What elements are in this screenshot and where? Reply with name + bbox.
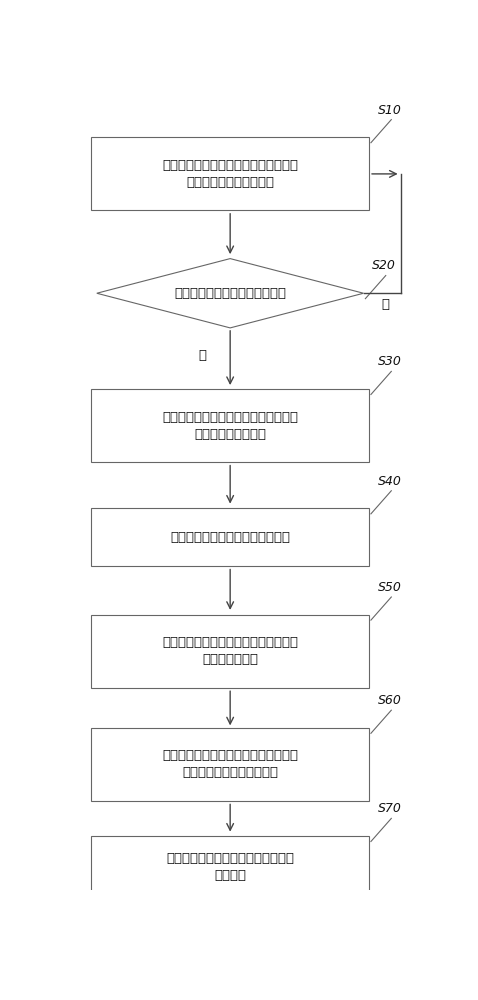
Bar bbox=[91, 389, 369, 462]
Bar bbox=[91, 508, 369, 566]
Text: S60: S60 bbox=[378, 694, 402, 707]
Text: S20: S20 bbox=[372, 259, 396, 272]
Text: 否: 否 bbox=[382, 298, 390, 311]
Text: 机器人手臂根据三维信息对目标物体
进行抓取: 机器人手臂根据三维信息对目标物体 进行抓取 bbox=[166, 852, 294, 882]
Text: 将所述编码进行解码，并通过映射矩阵
计算出目标物体的三维信息: 将所述编码进行解码，并通过映射矩阵 计算出目标物体的三维信息 bbox=[162, 749, 298, 779]
Polygon shape bbox=[97, 259, 363, 328]
Text: 判断目标物体是否进入投影区域: 判断目标物体是否进入投影区域 bbox=[174, 287, 286, 300]
Text: 所述投影仪在目标物体上投射出带有彩
色条纹编码的结构光: 所述投影仪在目标物体上投射出带有彩 色条纹编码的结构光 bbox=[162, 411, 298, 441]
Text: S40: S40 bbox=[378, 475, 402, 488]
Text: S70: S70 bbox=[378, 802, 402, 815]
Bar bbox=[91, 137, 369, 210]
Bar bbox=[91, 836, 369, 898]
Bar bbox=[91, 615, 369, 688]
Text: 获取带有结构光栅的目标物体图片: 获取带有结构光栅的目标物体图片 bbox=[170, 531, 290, 544]
Text: 将目标物体图片进行处理，提取图像中
的彩色条纹编码: 将目标物体图片进行处理，提取图像中 的彩色条纹编码 bbox=[162, 636, 298, 666]
Text: 是: 是 bbox=[198, 349, 206, 362]
Text: S30: S30 bbox=[378, 355, 402, 368]
Text: S10: S10 bbox=[378, 104, 402, 117]
Text: S50: S50 bbox=[378, 581, 402, 594]
Bar bbox=[91, 728, 369, 801]
Text: 当目标物体开始运动后，启动所述第一
拍摄装置和第二拍摄装置: 当目标物体开始运动后，启动所述第一 拍摄装置和第二拍摄装置 bbox=[162, 159, 298, 189]
